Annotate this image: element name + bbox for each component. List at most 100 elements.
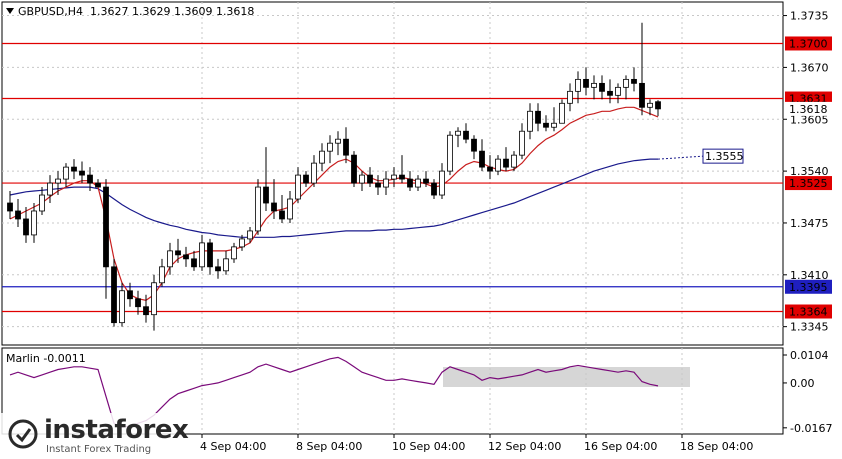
candle-body xyxy=(551,122,557,128)
instaforex-logo: instaforex Instant Forex Trading xyxy=(0,413,189,459)
candle-body xyxy=(335,138,341,144)
candle-body xyxy=(135,298,141,308)
symbol-label: GBPUSD,H4 xyxy=(18,5,83,18)
logo-name: instaforex xyxy=(44,415,189,445)
level-badge-label: 1.3700 xyxy=(789,37,828,50)
candle-body xyxy=(311,162,317,184)
price-tick-label: 1.3605 xyxy=(790,113,829,126)
price-tick-label: 1.3540 xyxy=(790,165,829,178)
time-tick-label: 10 Sep 04:00 xyxy=(392,440,465,453)
candle-body xyxy=(127,290,133,300)
candle-body xyxy=(511,154,517,168)
candle-body xyxy=(471,138,477,152)
candle-body xyxy=(391,174,397,180)
candle-body xyxy=(495,158,501,172)
candle-body xyxy=(151,282,157,316)
candle-body xyxy=(231,246,237,260)
candle-body xyxy=(15,210,21,220)
level-badge-label: 1.3364 xyxy=(789,305,828,318)
candle-body xyxy=(279,210,285,220)
candle-body xyxy=(199,242,205,268)
candle-body xyxy=(23,218,29,236)
candle-body xyxy=(287,198,293,220)
candle-body xyxy=(567,90,573,104)
level-badge xyxy=(785,176,832,191)
candle-body xyxy=(599,82,605,92)
candle-body xyxy=(47,182,53,196)
time-tick-label: 4 Sep 04:00 xyxy=(200,440,266,453)
candle-body xyxy=(351,154,357,184)
candle-body xyxy=(319,150,325,164)
candle-body xyxy=(87,174,93,184)
candle-body xyxy=(359,174,365,184)
candle-body xyxy=(271,202,277,212)
ohlc-values: 1.3627 1.3629 1.3609 1.3618 xyxy=(89,5,255,18)
level-badge xyxy=(785,304,832,319)
level-badge-label: 1.3395 xyxy=(789,281,828,294)
candle-body xyxy=(607,90,613,96)
ma-red-line xyxy=(9,106,659,301)
candle-body xyxy=(535,110,541,124)
candle-body xyxy=(167,250,173,268)
candle-body xyxy=(95,182,101,188)
candle-body xyxy=(655,101,661,110)
candle-body xyxy=(383,178,389,188)
ma-blue-label-box xyxy=(702,148,744,164)
time-tick-label: 12 Sep 04:00 xyxy=(488,440,561,453)
candle-body xyxy=(583,78,589,88)
candle-body xyxy=(63,166,69,180)
candle-body xyxy=(71,166,77,172)
candle-body xyxy=(111,266,117,324)
candle-body xyxy=(631,78,637,84)
candle-body xyxy=(215,266,221,272)
candle-body xyxy=(367,174,373,184)
candle-body xyxy=(615,86,621,96)
logo-tagline: Instant Forex Trading xyxy=(46,444,152,455)
osc-tick-label: 0.00 xyxy=(790,377,815,390)
candle-body xyxy=(31,210,37,236)
dropdown-triangle-icon[interactable] xyxy=(6,8,14,14)
candle-body xyxy=(39,194,45,212)
price-tick-label: 1.3670 xyxy=(790,61,829,74)
candle-body xyxy=(623,78,629,88)
candle-body xyxy=(191,258,197,268)
osc-tick-label: 0.0104 xyxy=(790,349,829,362)
ma-blue-label: 1.3555 xyxy=(705,150,744,163)
candle-body xyxy=(447,134,453,172)
price-tick-label: 1.3410 xyxy=(790,269,829,282)
candle-body xyxy=(303,174,309,184)
ma-blue-extension xyxy=(657,155,704,160)
candle-body xyxy=(519,130,525,156)
candle-body xyxy=(407,178,413,188)
candle-body xyxy=(103,186,109,268)
candle-body xyxy=(399,174,405,180)
indicator-title: Marlin -0.0011 xyxy=(6,352,86,365)
candle-body xyxy=(479,150,485,168)
candle-body xyxy=(487,166,493,172)
candle-body xyxy=(423,178,429,184)
instaforex-logo-icon xyxy=(8,419,38,449)
candle-body xyxy=(375,182,381,188)
candle-body xyxy=(183,254,189,260)
current-price-label: 1.3618 xyxy=(789,103,828,116)
candle-body xyxy=(55,178,61,184)
candle-body xyxy=(575,78,581,92)
candle-body xyxy=(343,138,349,156)
chart-header: GBPUSD,H4 1.3627 1.3629 1.3609 1.3618 xyxy=(6,5,254,18)
candle-body xyxy=(143,306,149,316)
candle-body xyxy=(503,158,509,168)
candle-body xyxy=(7,202,13,212)
candle-body xyxy=(591,82,597,88)
osc-tick-label: -0.0167 xyxy=(790,422,832,435)
candle-body xyxy=(247,230,253,240)
candle-body xyxy=(559,102,565,124)
current-price-badge xyxy=(785,101,832,116)
indicator-highlight xyxy=(443,367,690,387)
candle-body xyxy=(239,238,245,248)
candle-body xyxy=(207,242,213,268)
candle-body xyxy=(543,122,549,128)
candle-body xyxy=(431,182,437,196)
candle-body xyxy=(527,110,533,132)
candle-body xyxy=(327,142,333,152)
